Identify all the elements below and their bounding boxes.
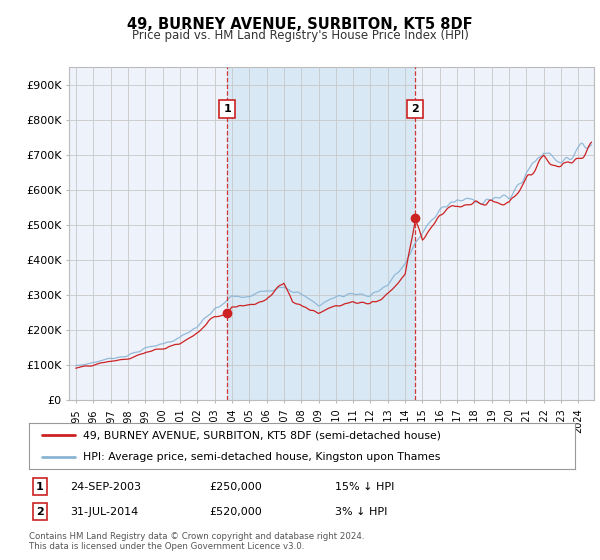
Text: 2: 2 bbox=[412, 104, 419, 114]
Text: HPI: Average price, semi-detached house, Kingston upon Thames: HPI: Average price, semi-detached house,… bbox=[83, 452, 441, 462]
Text: 15% ↓ HPI: 15% ↓ HPI bbox=[335, 482, 394, 492]
Text: 49, BURNEY AVENUE, SURBITON, KT5 8DF (semi-detached house): 49, BURNEY AVENUE, SURBITON, KT5 8DF (se… bbox=[83, 430, 442, 440]
Text: £250,000: £250,000 bbox=[209, 482, 262, 492]
Text: 24-SEP-2003: 24-SEP-2003 bbox=[70, 482, 141, 492]
Text: Contains HM Land Registry data © Crown copyright and database right 2024.
This d: Contains HM Land Registry data © Crown c… bbox=[29, 532, 364, 552]
Text: 1: 1 bbox=[36, 482, 44, 492]
Bar bbox=[227, 67, 415, 400]
Text: 2: 2 bbox=[36, 507, 44, 517]
Text: Price paid vs. HM Land Registry's House Price Index (HPI): Price paid vs. HM Land Registry's House … bbox=[131, 29, 469, 42]
Text: 3% ↓ HPI: 3% ↓ HPI bbox=[335, 507, 387, 517]
Text: 1: 1 bbox=[223, 104, 231, 114]
Text: £520,000: £520,000 bbox=[209, 507, 262, 517]
Text: 49, BURNEY AVENUE, SURBITON, KT5 8DF: 49, BURNEY AVENUE, SURBITON, KT5 8DF bbox=[127, 17, 473, 32]
Text: 31-JUL-2014: 31-JUL-2014 bbox=[70, 507, 138, 517]
